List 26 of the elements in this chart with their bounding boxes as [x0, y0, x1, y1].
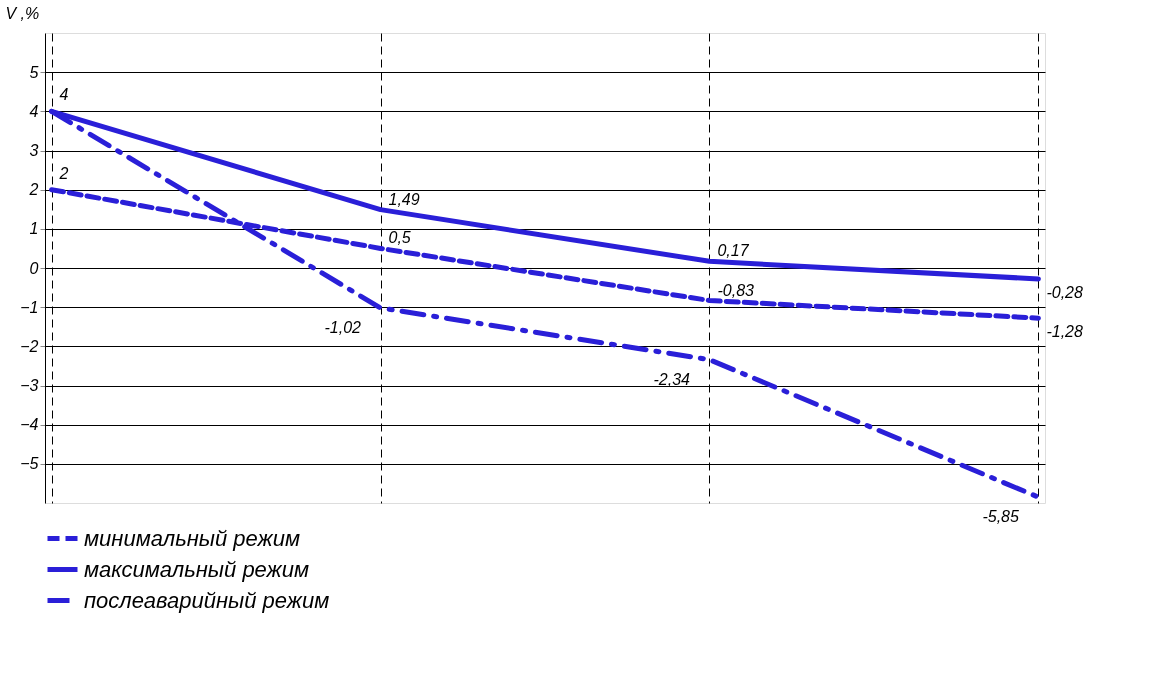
- y-tick-label: −1: [20, 298, 39, 316]
- legend-label: минимальный режим: [84, 525, 301, 551]
- y-tick-label: 1: [29, 220, 39, 238]
- data-label: -2,34: [653, 370, 691, 388]
- y-tick-label: 0: [29, 259, 39, 277]
- data-label: -1,28: [1046, 323, 1083, 341]
- y-axis-title: V ,%: [5, 4, 40, 22]
- y-tick-label: −3: [20, 377, 39, 394]
- legend-label: послеаварийный режим: [84, 587, 330, 613]
- y-tick-label: 2: [28, 181, 39, 199]
- y-tick-label: −5: [20, 455, 39, 473]
- data-label: -1,02: [324, 318, 362, 336]
- y-tick-label: 3: [29, 142, 39, 159]
- legend-label: максимальный режим: [84, 556, 310, 582]
- data-label: 2: [58, 164, 69, 182]
- y-tick-label: 4: [29, 102, 39, 120]
- data-label: 4: [59, 86, 69, 104]
- y-tick-label: 5: [29, 63, 39, 81]
- data-label: 0,17: [717, 242, 750, 260]
- data-label: 1,49: [388, 190, 420, 208]
- data-label: -0,28: [1046, 283, 1083, 301]
- y-tick-label: −2: [20, 337, 39, 355]
- data-label: 0,5: [388, 229, 411, 247]
- data-label: -0,83: [717, 281, 755, 299]
- data-label: -5,85: [982, 508, 1019, 526]
- y-tick-label: −4: [20, 416, 39, 434]
